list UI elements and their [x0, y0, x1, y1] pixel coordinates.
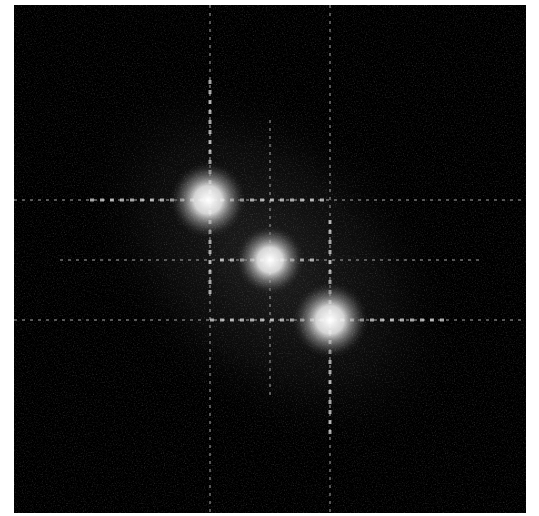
speckle [14, 5, 526, 513]
page [0, 0, 539, 516]
spectrum-image [0, 0, 539, 516]
spectrum [1, 0, 538, 516]
